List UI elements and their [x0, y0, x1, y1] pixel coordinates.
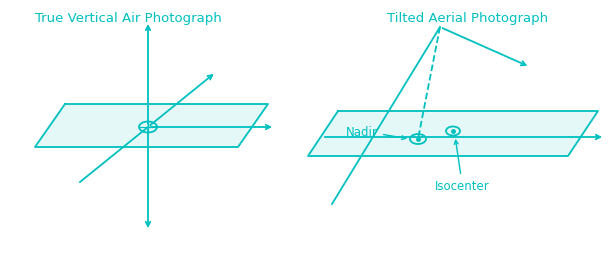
- Text: Nadir: Nadir: [346, 125, 406, 140]
- Polygon shape: [35, 105, 268, 147]
- Text: True Vertical Air Photograph: True Vertical Air Photograph: [35, 12, 222, 25]
- Text: Isocenter: Isocenter: [435, 141, 490, 192]
- Text: Tilted Aerial Photograph: Tilted Aerial Photograph: [387, 12, 548, 25]
- Polygon shape: [308, 112, 598, 156]
